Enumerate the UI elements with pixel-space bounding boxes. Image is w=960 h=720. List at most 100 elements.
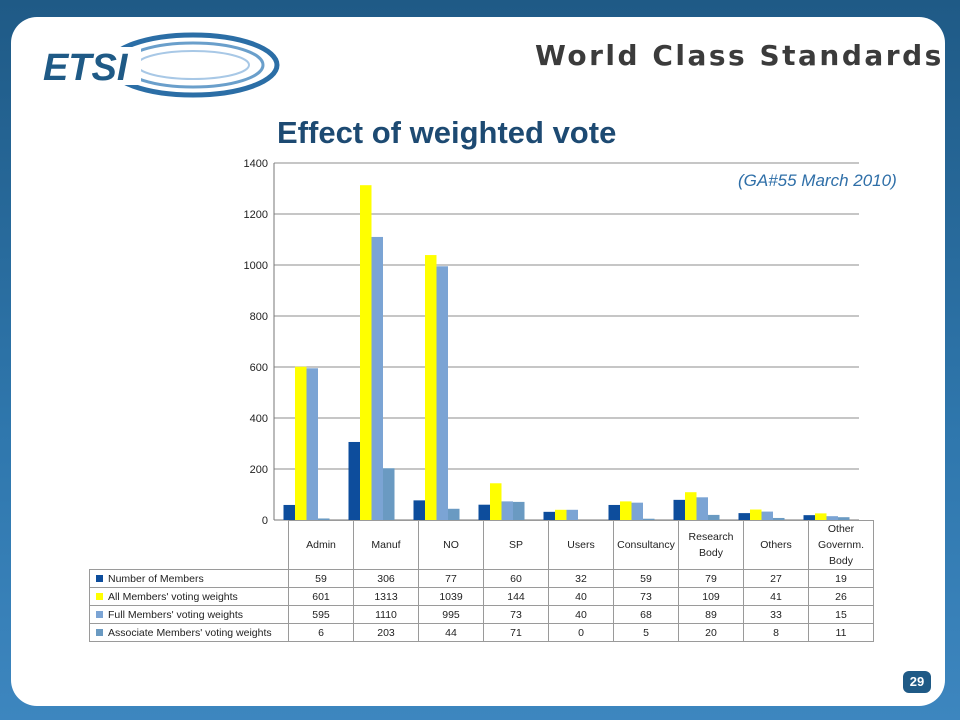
slide-subtitle: (GA#55 March 2010) [738, 171, 897, 190]
data-label: 71 [483, 623, 549, 642]
bar [413, 500, 425, 520]
data-label: 60 [483, 569, 549, 588]
bar [826, 516, 838, 520]
legend-swatch [96, 593, 103, 601]
category-label: NO [418, 520, 484, 570]
data-label: 32 [548, 569, 614, 588]
data-label: 8 [743, 623, 809, 642]
bar [448, 508, 460, 520]
bar [501, 501, 513, 520]
bar [620, 501, 632, 520]
bar [490, 483, 502, 520]
category-label: Manuf [353, 520, 419, 570]
data-label: 20 [678, 623, 744, 642]
slide: ETSI World Class Standards Effect of wei… [11, 17, 945, 706]
data-label: 1313 [353, 587, 419, 606]
series-name: Associate Members' voting weights [108, 626, 272, 639]
y-tick-label: 800 [250, 311, 268, 323]
bar [425, 255, 437, 520]
data-label: 19 [808, 569, 874, 588]
data-label: 26 [808, 587, 874, 606]
category-label: SP [483, 520, 549, 570]
table-row: Full Members' voting weights 595 1110 995 73… [89, 605, 874, 624]
bar [803, 515, 815, 520]
data-label: 73 [483, 605, 549, 624]
data-label: 203 [353, 623, 419, 642]
data-label: 995 [418, 605, 484, 624]
data-label: 306 [353, 569, 419, 588]
series-name: Full Members' voting weights [108, 608, 244, 621]
bar [761, 511, 773, 520]
data-label: 27 [743, 569, 809, 588]
bar [478, 504, 490, 520]
bar [543, 511, 555, 520]
series-name: All Members' voting weights [108, 590, 238, 603]
y-tick-label: 1400 [244, 158, 268, 170]
bar [685, 492, 697, 520]
y-tick-label: 1000 [244, 260, 268, 272]
data-label: 5 [613, 623, 679, 642]
data-label: 73 [613, 587, 679, 606]
data-label: 40 [548, 605, 614, 624]
category-label: Others [743, 520, 809, 570]
category-label: Consultancy [613, 520, 679, 570]
bar [566, 509, 578, 520]
bar [371, 236, 383, 520]
y-tick-label: 200 [250, 464, 268, 476]
table-row: Associate Members' voting weights 6 203 44 7… [89, 623, 874, 642]
data-label: 595 [288, 605, 354, 624]
bar [773, 517, 785, 520]
legend-entry: Associate Members' voting weights [89, 623, 289, 642]
legend-swatch [96, 611, 103, 619]
bar [306, 368, 318, 520]
series-name: Number of Members [108, 572, 204, 585]
y-tick-label: 1200 [244, 209, 268, 221]
data-label: 41 [743, 587, 809, 606]
data-table: Admin Manuf NO SP Users Consultancy Research B… [89, 520, 874, 642]
bar [555, 509, 567, 520]
bar [513, 501, 525, 520]
logo-text: ETSI [43, 47, 129, 89]
etsi-logo: ETSI [41, 32, 280, 98]
bar [643, 518, 655, 520]
data-label: 11 [808, 623, 874, 642]
category-label: Other Governm. Body [808, 520, 874, 570]
slide-title: Effect of weighted vote [277, 115, 617, 150]
legend-entry: Full Members' voting weights [89, 605, 289, 624]
data-label: 44 [418, 623, 484, 642]
data-label: 79 [678, 569, 744, 588]
data-label: 77 [418, 569, 484, 588]
data-label: 68 [613, 605, 679, 624]
bar [838, 517, 850, 520]
y-tick-label: 600 [250, 362, 268, 374]
bar [436, 266, 448, 520]
category-label: Research Body [678, 520, 744, 570]
category-label: Admin [288, 520, 354, 570]
bar [696, 497, 708, 520]
bar [318, 518, 330, 520]
bar [738, 513, 750, 520]
table-row: All Members' voting weights 601 1313 1039 14… [89, 587, 874, 606]
chart-area: 0 200 400 600 800 1000 1200 1400 Admin Manuf NO SP… [11, 17, 945, 706]
bar [383, 468, 395, 520]
table-row: Number of Members 59 306 77 60 32 59 79 27 19 [89, 569, 874, 588]
data-label: 144 [483, 587, 549, 606]
y-tick-label: 400 [250, 413, 268, 425]
legend-swatch [96, 575, 103, 583]
data-label: 1039 [418, 587, 484, 606]
tagline: World Class Standards [535, 39, 944, 72]
bar [348, 441, 360, 520]
table-corner [89, 520, 289, 570]
data-label: 1110 [353, 605, 419, 624]
data-label: 59 [613, 569, 679, 588]
data-label: 601 [288, 587, 354, 606]
data-label: 6 [288, 623, 354, 642]
category-label: Users [548, 520, 614, 570]
bar [708, 514, 720, 520]
data-label: 40 [548, 587, 614, 606]
data-label: 109 [678, 587, 744, 606]
data-label: 15 [808, 605, 874, 624]
data-label: 89 [678, 605, 744, 624]
bar [815, 513, 827, 520]
